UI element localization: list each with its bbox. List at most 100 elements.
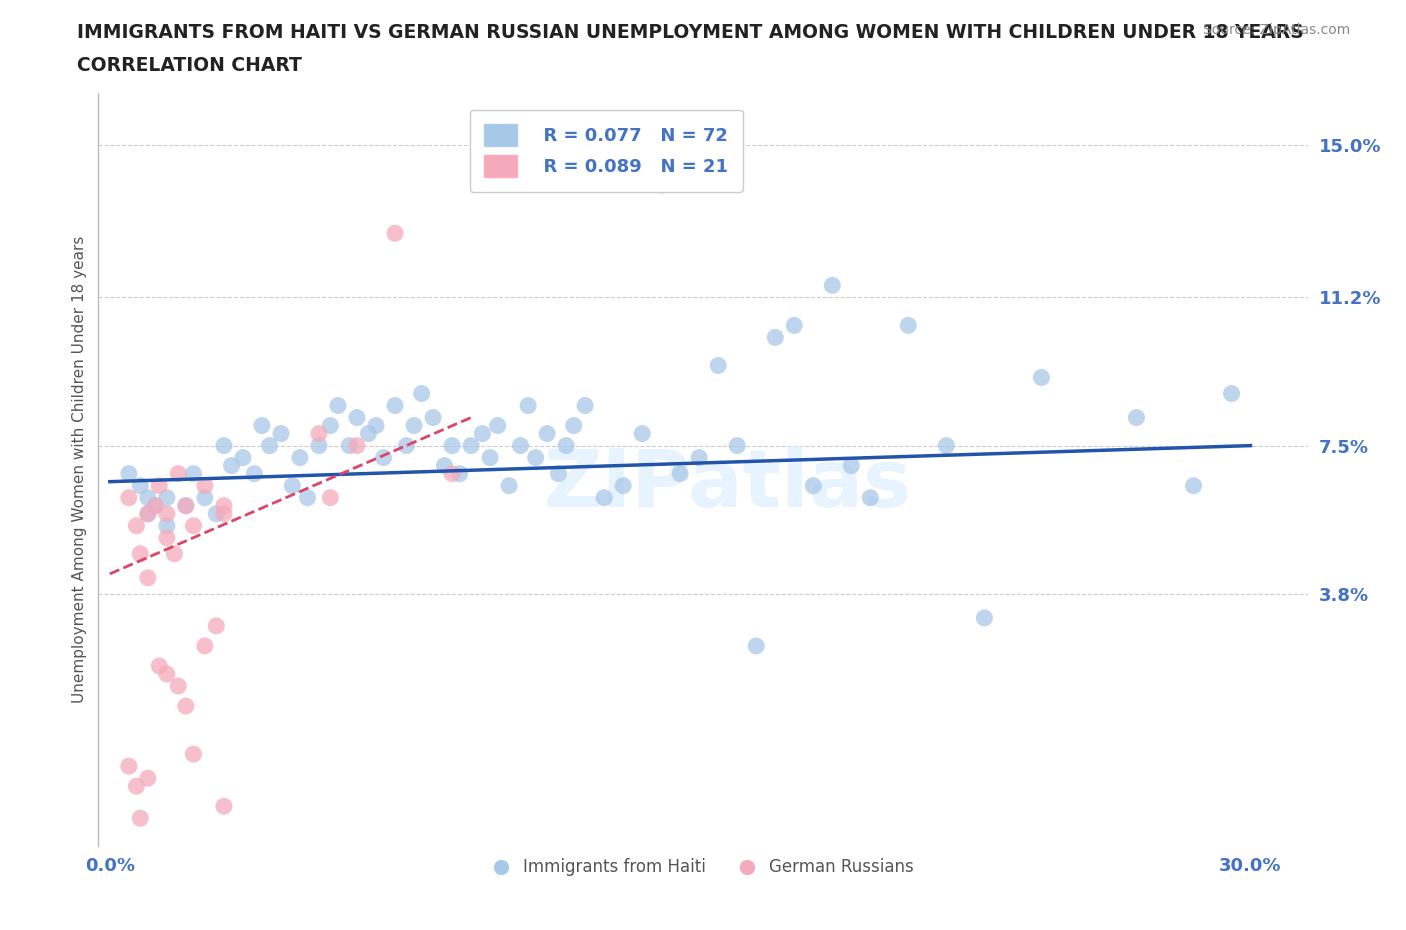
Point — [183, 466, 205, 481]
Point — [574, 398, 596, 413]
Point — [441, 438, 464, 453]
Point — [935, 438, 957, 453]
Point — [156, 518, 179, 533]
Point — [194, 639, 217, 654]
Point — [384, 398, 406, 413]
Point — [897, 318, 920, 333]
Point — [212, 799, 235, 814]
Point — [148, 478, 170, 493]
Point — [395, 438, 418, 453]
Point — [479, 450, 502, 465]
Point — [524, 450, 547, 465]
Text: Source: ZipAtlas.com: Source: ZipAtlas.com — [1202, 23, 1350, 37]
Point — [364, 418, 387, 433]
Point — [136, 771, 159, 786]
Point — [250, 418, 273, 433]
Point — [821, 278, 844, 293]
Point — [707, 358, 730, 373]
Point — [509, 438, 531, 453]
Point — [688, 450, 710, 465]
Point — [441, 466, 464, 481]
Point — [308, 438, 330, 453]
Point — [212, 498, 235, 513]
Point — [433, 458, 456, 473]
Point — [194, 490, 217, 505]
Point — [745, 639, 768, 654]
Point — [562, 418, 585, 433]
Point — [763, 330, 786, 345]
Point — [346, 438, 368, 453]
Point — [517, 398, 540, 413]
Point — [156, 506, 179, 521]
Point — [156, 490, 179, 505]
Point — [145, 498, 167, 513]
Point — [129, 546, 152, 561]
Point — [136, 490, 159, 505]
Point — [205, 506, 228, 521]
Point — [384, 226, 406, 241]
Point — [319, 490, 342, 505]
Point — [555, 438, 578, 453]
Point — [486, 418, 509, 433]
Point — [221, 458, 243, 473]
Point — [402, 418, 425, 433]
Point — [259, 438, 281, 453]
Point — [163, 546, 186, 561]
Point — [118, 490, 141, 505]
Point — [118, 466, 141, 481]
Point — [460, 438, 482, 453]
Point — [498, 478, 520, 493]
Point — [1125, 410, 1147, 425]
Point — [136, 570, 159, 585]
Point — [357, 426, 380, 441]
Point — [167, 466, 190, 481]
Point — [205, 618, 228, 633]
Point — [1031, 370, 1053, 385]
Point — [129, 811, 152, 826]
Point — [129, 478, 152, 493]
Text: ZIPatlas: ZIPatlas — [543, 445, 911, 524]
Point — [411, 386, 433, 401]
Point — [174, 498, 197, 513]
Point — [136, 506, 159, 521]
Point — [346, 410, 368, 425]
Point — [319, 418, 342, 433]
Point — [449, 466, 471, 481]
Point — [326, 398, 349, 413]
Point — [174, 698, 197, 713]
Point — [337, 438, 360, 453]
Point — [471, 426, 494, 441]
Point — [1220, 386, 1243, 401]
Point — [547, 466, 569, 481]
Point — [1182, 478, 1205, 493]
Point — [801, 478, 824, 493]
Point — [973, 610, 995, 625]
Point — [308, 426, 330, 441]
Point — [156, 667, 179, 682]
Point — [232, 450, 254, 465]
Point — [136, 506, 159, 521]
Point — [183, 518, 205, 533]
Y-axis label: Unemployment Among Women with Children Under 18 years: Unemployment Among Women with Children U… — [72, 236, 87, 703]
Point — [297, 490, 319, 505]
Point — [270, 426, 292, 441]
Text: CORRELATION CHART: CORRELATION CHART — [77, 56, 302, 74]
Point — [156, 530, 179, 545]
Point — [859, 490, 882, 505]
Point — [288, 450, 311, 465]
Point — [212, 438, 235, 453]
Text: IMMIGRANTS FROM HAITI VS GERMAN RUSSIAN UNEMPLOYMENT AMONG WOMEN WITH CHILDREN U: IMMIGRANTS FROM HAITI VS GERMAN RUSSIAN … — [77, 23, 1305, 42]
Point — [650, 178, 672, 193]
Point — [194, 478, 217, 493]
Point — [631, 426, 654, 441]
Point — [839, 458, 862, 473]
Point — [145, 498, 167, 513]
Point — [183, 747, 205, 762]
Point — [536, 426, 558, 441]
Point — [725, 438, 748, 453]
Point — [167, 679, 190, 694]
Point — [212, 506, 235, 521]
Point — [125, 518, 148, 533]
Point — [148, 658, 170, 673]
Point — [593, 490, 616, 505]
